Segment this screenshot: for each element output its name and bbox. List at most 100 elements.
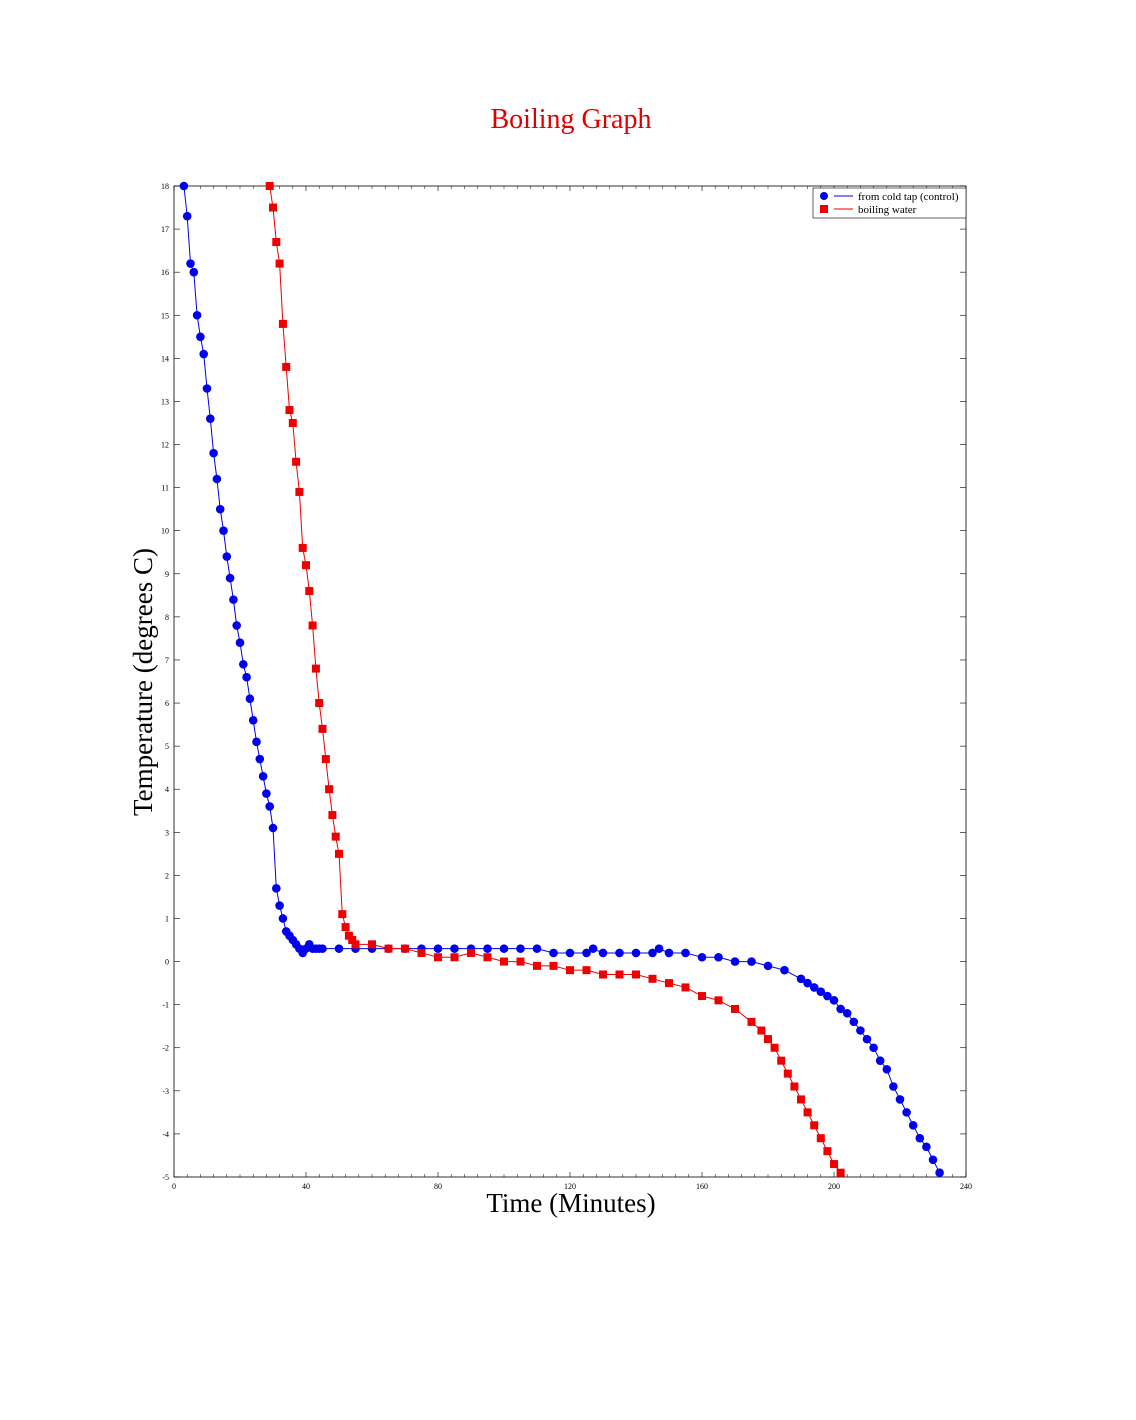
data-point xyxy=(823,1147,832,1156)
data-point xyxy=(215,504,225,514)
y-tick-label: -2 xyxy=(162,1044,169,1053)
data-point xyxy=(915,1133,925,1143)
y-tick-label: 0 xyxy=(165,958,169,967)
data-point xyxy=(816,987,826,997)
data-point xyxy=(179,181,189,191)
y-tick-label: 7 xyxy=(165,656,169,665)
x-tick-label: 120 xyxy=(564,1182,576,1191)
data-point xyxy=(282,362,291,371)
data-point xyxy=(335,849,343,858)
x-tick-label: 80 xyxy=(434,1182,442,1191)
data-point xyxy=(450,944,459,953)
data-point xyxy=(434,953,442,962)
data-point xyxy=(348,936,357,945)
data-point xyxy=(232,621,241,630)
data-point xyxy=(615,948,624,958)
data-point xyxy=(248,715,258,725)
data-point xyxy=(816,1134,825,1143)
data-point xyxy=(598,948,608,958)
data-point xyxy=(275,901,284,910)
series-layer xyxy=(179,181,944,1177)
data-point xyxy=(908,1120,918,1130)
data-point xyxy=(285,406,294,415)
data-point xyxy=(308,621,317,630)
data-point xyxy=(305,587,314,596)
y-tick-label: 9 xyxy=(165,570,169,579)
data-point xyxy=(268,823,278,833)
y-tick-label: 8 xyxy=(165,613,169,622)
y-tick-label: 3 xyxy=(165,828,169,837)
data-point xyxy=(516,944,525,953)
data-point xyxy=(516,957,525,966)
data-point xyxy=(229,595,238,604)
data-point xyxy=(875,1056,885,1065)
data-point xyxy=(338,910,347,919)
data-point xyxy=(582,948,591,958)
series-2 xyxy=(265,182,845,1177)
data-point xyxy=(928,1155,938,1165)
data-point xyxy=(302,561,310,570)
data-point xyxy=(797,1095,805,1104)
data-point xyxy=(328,811,337,820)
data-point xyxy=(433,944,443,953)
y-tick-label: 10 xyxy=(161,527,169,536)
data-point xyxy=(849,1017,859,1027)
data-point xyxy=(599,970,607,979)
data-point xyxy=(265,802,275,811)
data-point xyxy=(533,961,541,970)
data-point xyxy=(242,672,251,682)
data-point xyxy=(764,1035,772,1044)
data-point xyxy=(697,952,707,962)
data-point xyxy=(272,884,281,893)
data-point xyxy=(777,1056,786,1065)
y-tick-label: 13 xyxy=(161,397,169,406)
y-tick-label: 17 xyxy=(161,225,169,234)
data-point xyxy=(500,957,508,966)
data-point xyxy=(272,238,281,247)
series-line xyxy=(183,185,941,1173)
data-point xyxy=(269,203,277,212)
data-point xyxy=(341,923,350,932)
data-point xyxy=(252,737,261,747)
data-point xyxy=(255,754,265,764)
data-point xyxy=(836,1168,845,1177)
y-tick-label: 11 xyxy=(161,484,169,493)
data-point xyxy=(206,414,215,423)
data-point xyxy=(192,310,202,320)
data-point xyxy=(467,948,475,957)
data-point xyxy=(209,448,218,458)
data-point xyxy=(219,526,228,535)
data-point xyxy=(549,961,558,970)
data-point xyxy=(780,965,789,975)
x-tick-label: 0 xyxy=(172,1182,176,1191)
data-point xyxy=(714,996,723,1005)
axis-ticks: 0 40 80 120 160 200 240-5-4-3-2-10123456789101… xyxy=(161,182,972,1191)
data-point xyxy=(714,952,723,962)
data-point xyxy=(648,974,657,983)
data-point xyxy=(935,1168,944,1177)
y-tick-label: 12 xyxy=(161,441,169,450)
data-point xyxy=(615,970,624,979)
data-point xyxy=(770,1043,779,1052)
data-point xyxy=(790,1082,799,1091)
data-point xyxy=(902,1108,911,1117)
data-point xyxy=(278,319,287,328)
data-point xyxy=(212,474,222,484)
data-point xyxy=(654,944,664,953)
data-point xyxy=(681,948,690,958)
data-point xyxy=(450,953,459,962)
data-point xyxy=(582,966,591,975)
y-tick-label: 4 xyxy=(165,785,169,794)
data-point xyxy=(757,1026,766,1035)
data-point xyxy=(632,970,640,979)
data-point xyxy=(856,1026,865,1035)
data-point xyxy=(566,966,574,975)
data-point xyxy=(295,487,304,496)
data-point xyxy=(368,940,376,949)
data-point xyxy=(325,785,334,794)
data-point xyxy=(334,944,344,953)
data-point xyxy=(315,699,324,708)
data-point xyxy=(796,974,806,984)
data-point xyxy=(401,944,409,953)
data-point xyxy=(882,1064,892,1074)
